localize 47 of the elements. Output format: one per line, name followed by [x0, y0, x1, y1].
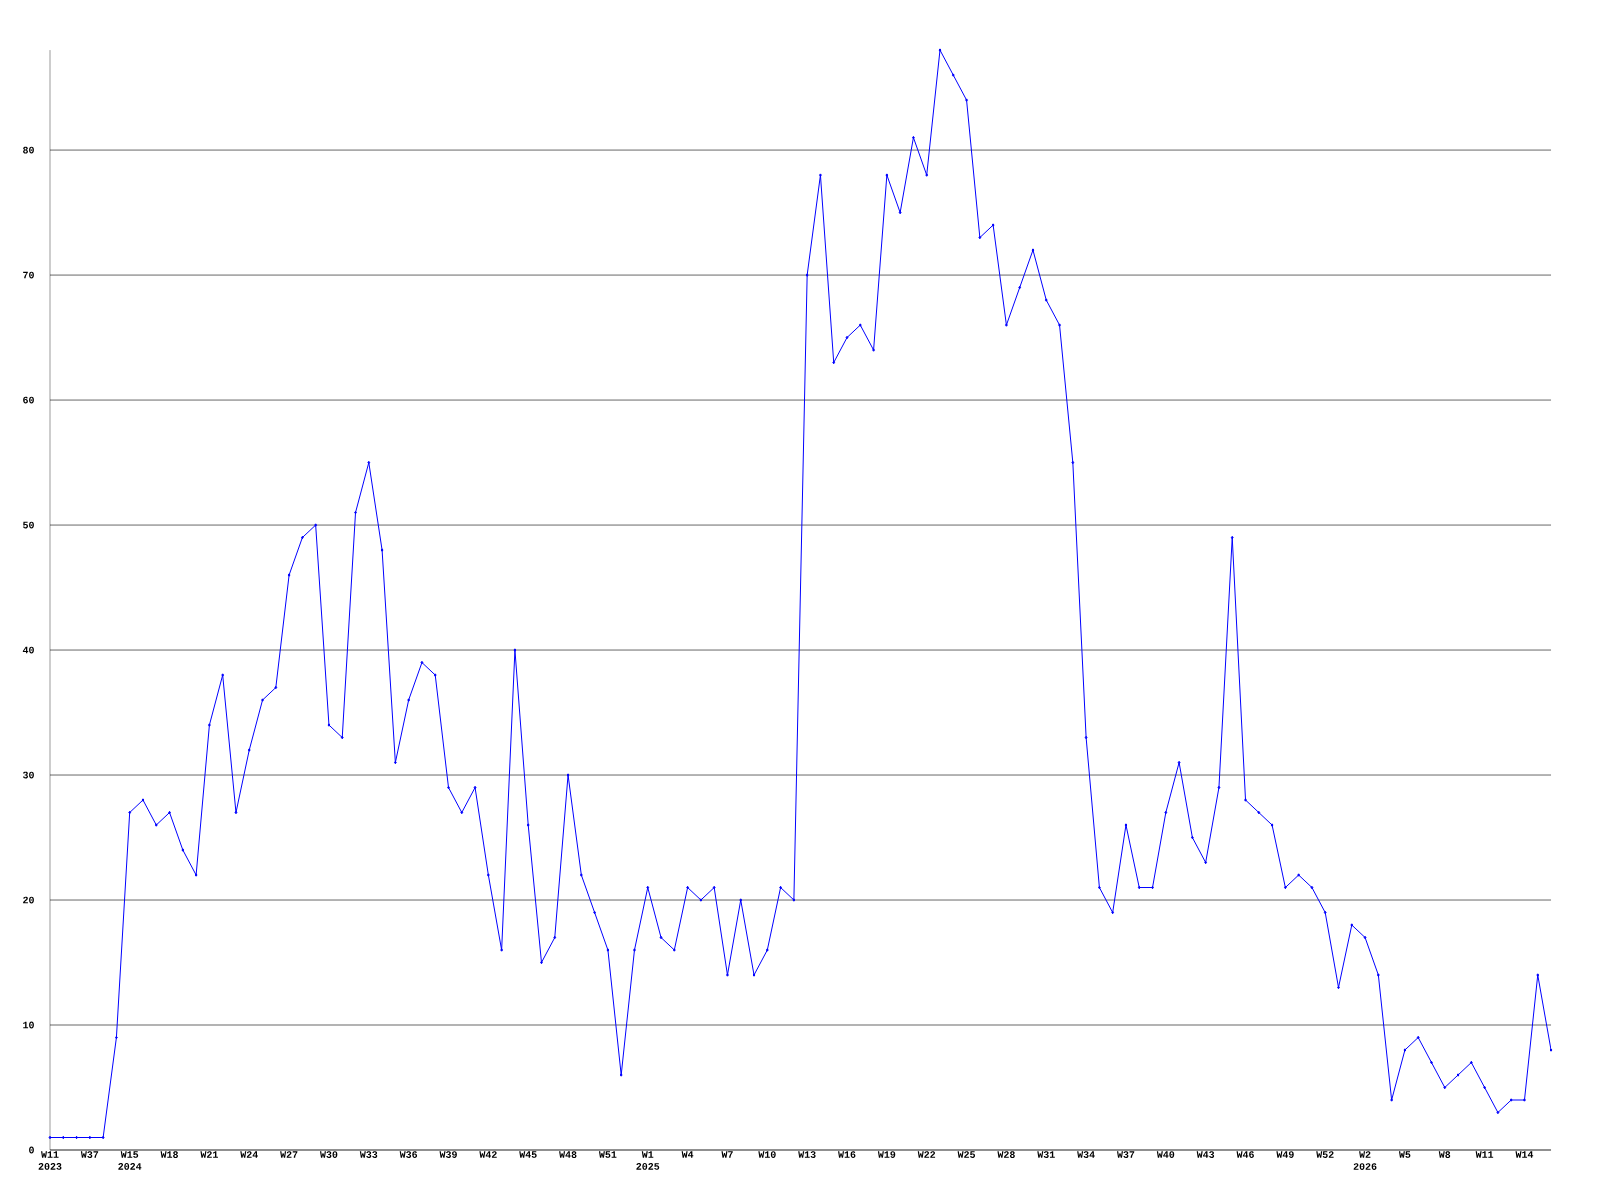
- x-tick-label: W11 2023: [38, 1151, 62, 1170]
- x-tick-label: W19: [877, 1151, 896, 1158]
- y-tick-label: 30: [22, 771, 34, 779]
- x-tick-label: W43: [1196, 1151, 1215, 1158]
- x-tick-label: W39: [439, 1151, 457, 1158]
- x-tick-label: W34: [1077, 1151, 1095, 1158]
- x-tick-label: W40: [1156, 1151, 1175, 1158]
- x-tick-label: W37: [80, 1151, 99, 1158]
- x-tick-label: W28: [997, 1151, 1015, 1158]
- x-tick-label: W14: [1515, 1151, 1534, 1158]
- x-tick-label: W1 2025: [636, 1151, 660, 1170]
- x-tick-label: W31: [1037, 1151, 1055, 1158]
- y-tick-label: 80: [23, 146, 34, 154]
- x-tick-label: W24: [240, 1151, 258, 1158]
- x-tick-label: W10: [758, 1151, 776, 1158]
- x-tick-label: W45: [519, 1151, 537, 1158]
- y-tick-label: 70: [23, 271, 34, 279]
- x-tick-label: W11: [1475, 1151, 1494, 1158]
- x-tick-label: W5: [1398, 1151, 1411, 1158]
- x-tick-label: W13: [798, 1151, 816, 1158]
- y-tick-label: 40: [22, 646, 34, 654]
- y-tick-label: 50: [23, 521, 34, 529]
- x-tick-label: W52: [1316, 1151, 1334, 1158]
- x-tick-label: W48: [559, 1151, 577, 1158]
- x-tick-label: W4: [681, 1151, 694, 1158]
- y-tick-label: 0: [29, 1146, 34, 1154]
- y-tick-label: 10: [23, 1021, 34, 1029]
- x-tick-label: W21: [200, 1151, 218, 1158]
- x-tick-label: W33: [359, 1151, 378, 1158]
- x-tick-label: W15 2024: [118, 1151, 142, 1170]
- x-tick-label: W51: [598, 1151, 617, 1158]
- x-tick-label: W49: [1276, 1151, 1294, 1158]
- x-tick-label: W46: [1236, 1151, 1254, 1158]
- x-tick-label: W36: [399, 1151, 418, 1158]
- x-tick-label: W42: [479, 1151, 497, 1158]
- x-tick-label: W25: [957, 1151, 976, 1158]
- y-tick-label: 60: [23, 396, 34, 404]
- y-tick-label: 20: [23, 896, 34, 904]
- x-tick-label: W2 2026: [1353, 1151, 1377, 1170]
- x-tick-label: W37: [1116, 1151, 1135, 1158]
- x-tick-label: W30: [319, 1151, 338, 1158]
- x-tick-label: W18: [160, 1151, 178, 1158]
- x-tick-label: W27: [280, 1151, 298, 1158]
- x-tick-label: W8: [1438, 1151, 1451, 1158]
- x-tick-label: W22: [917, 1151, 936, 1158]
- x-tick-label: W7: [721, 1151, 733, 1158]
- x-tick-label: W16: [838, 1151, 856, 1158]
